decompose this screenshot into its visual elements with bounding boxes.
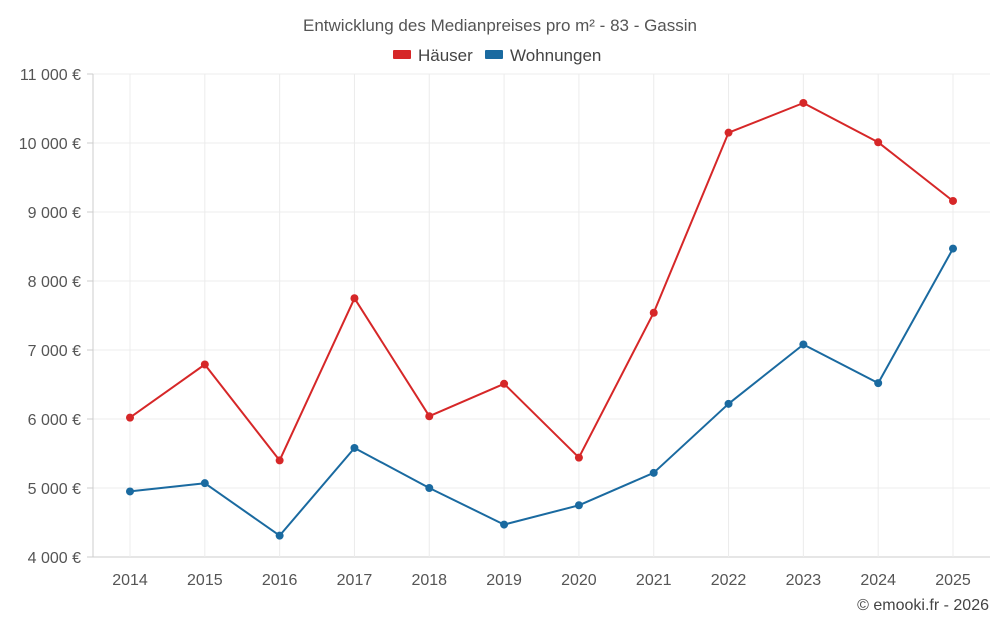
- data-point-h-user[interactable]: [200, 360, 209, 369]
- x-tick-label: 2020: [561, 572, 597, 589]
- data-point-wohnungen[interactable]: [574, 501, 583, 510]
- data-point-h-user[interactable]: [574, 453, 583, 462]
- y-axis: 4 000 € 5 000 € 6 000 € 7 000 € 8 000 € 9 000…: [19, 67, 94, 567]
- legend-item-wohnungen[interactable]: Wohnungen: [485, 46, 601, 65]
- grid: [93, 73, 990, 558]
- legend-label-wohnungen: Wohnungen: [510, 46, 601, 65]
- data-point-wohnungen[interactable]: [799, 340, 808, 349]
- y-tick-label: 7 000 €: [28, 343, 81, 360]
- legend: Häuser Wohnungen: [393, 46, 601, 65]
- x-tick-label: 2021: [636, 572, 672, 589]
- legend-label-haeuser: Häuser: [418, 46, 473, 65]
- data-point-wohnungen[interactable]: [949, 244, 957, 253]
- x-tick-label: 2015: [187, 572, 223, 589]
- data-point-wohnungen[interactable]: [649, 468, 658, 477]
- x-tick-label: 2017: [337, 572, 373, 589]
- data-point-h-user[interactable]: [949, 196, 957, 205]
- series-h-user: [126, 98, 957, 465]
- data-point-h-user[interactable]: [874, 138, 883, 147]
- data-point-wohnungen[interactable]: [350, 443, 359, 452]
- credit-text: © emooki.fr - 2026: [857, 597, 989, 614]
- series-group: [126, 98, 957, 540]
- x-tick-label: 2022: [711, 572, 747, 589]
- x-tick-label: 2018: [411, 572, 447, 589]
- data-point-wohnungen[interactable]: [425, 484, 434, 492]
- series-wohnungen: [126, 244, 957, 540]
- data-point-h-user[interactable]: [724, 128, 733, 137]
- x-axis: 2014 2015 2016 2017 2018 2019 2020 2021 2022 2023…: [112, 572, 971, 589]
- data-point-wohnungen[interactable]: [275, 531, 284, 540]
- legend-swatch-wohnungen: [485, 50, 503, 59]
- chart-title: Entwicklung des Medianpreises pro m² - 8…: [303, 16, 697, 35]
- data-point-h-user[interactable]: [799, 98, 808, 107]
- x-tick-label: 2014: [112, 572, 148, 589]
- y-tick-label: 4 000 €: [28, 550, 81, 567]
- data-point-h-user[interactable]: [126, 413, 134, 422]
- data-point-h-user[interactable]: [425, 412, 434, 421]
- data-point-wohnungen[interactable]: [500, 520, 509, 529]
- legend-swatch-haeuser: [393, 50, 411, 59]
- data-point-wohnungen[interactable]: [874, 379, 883, 388]
- x-tick-label: 2019: [486, 572, 522, 589]
- x-tick-label: 2016: [262, 572, 298, 589]
- legend-item-haeuser[interactable]: Häuser: [393, 46, 473, 65]
- data-point-h-user[interactable]: [500, 379, 509, 388]
- data-point-wohnungen[interactable]: [126, 487, 134, 496]
- x-tick-label: 2023: [786, 572, 822, 589]
- data-point-h-user[interactable]: [275, 456, 284, 465]
- x-tick-label: 2024: [860, 572, 896, 589]
- y-tick-label: 9 000 €: [28, 205, 81, 222]
- x-tick-label: 2025: [935, 572, 971, 589]
- y-tick-label: 6 000 €: [28, 412, 81, 429]
- y-tick-label: 11 000 €: [20, 67, 81, 84]
- data-point-wohnungen[interactable]: [724, 399, 733, 408]
- data-point-h-user[interactable]: [649, 308, 658, 317]
- series-line-wohnungen: [129, 248, 954, 537]
- data-point-wohnungen[interactable]: [200, 479, 209, 488]
- data-point-h-user[interactable]: [350, 294, 359, 303]
- y-tick-label: 5 000 €: [28, 481, 81, 498]
- y-tick-label: 10 000 €: [19, 136, 81, 153]
- series-line-h-user: [129, 102, 954, 462]
- y-tick-label: 8 000 €: [28, 274, 81, 291]
